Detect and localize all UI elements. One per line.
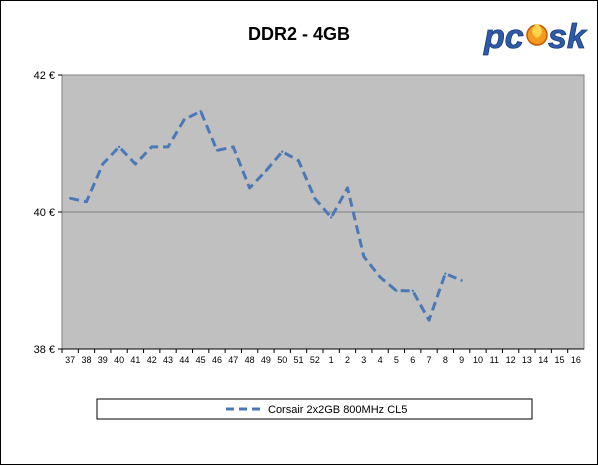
x-tick-label: 8 (443, 355, 448, 365)
x-tick-label: 38 (81, 355, 91, 365)
data-point (183, 118, 186, 121)
data-point (150, 145, 153, 149)
data-point (264, 169, 268, 173)
series-layer (68, 109, 463, 322)
data-point (444, 272, 447, 275)
x-tick-label: 5 (394, 355, 399, 365)
data-point (232, 145, 235, 149)
data-point (85, 200, 88, 203)
x-tick-label: 10 (473, 355, 483, 365)
x-tick-label: 44 (179, 355, 189, 365)
data-point (166, 145, 170, 149)
x-tick-label: 2 (345, 355, 350, 365)
x-tick-label: 41 (130, 355, 140, 365)
x-tick-label: 42 (147, 355, 157, 365)
x-tick-label: 16 (571, 355, 581, 365)
y-tick-label: 38 € (34, 344, 55, 356)
legend: Corsair 2x2GB 800MHz CL5 (96, 398, 533, 420)
x-tick-label: 12 (506, 355, 516, 365)
data-point (378, 275, 382, 279)
y-axis: 42 € 40 € 38 € (34, 70, 62, 356)
data-point (313, 197, 317, 200)
data-point (346, 186, 349, 190)
data-point (329, 216, 333, 219)
x-tick-label: 52 (310, 355, 320, 365)
x-tick-label: 9 (459, 355, 464, 365)
legend-box (96, 398, 533, 420)
data-point (427, 319, 431, 322)
data-point (215, 149, 219, 152)
x-tick-label: 49 (261, 355, 271, 365)
data-point (460, 279, 463, 282)
data-point (411, 289, 414, 292)
x-tick-label: 40 (114, 355, 124, 365)
pcask-logo: pc sk (483, 18, 589, 57)
x-tick-label: 7 (427, 355, 432, 365)
data-point (248, 186, 251, 190)
x-tick-label: 45 (196, 355, 206, 365)
svg-text:sk: sk (548, 18, 588, 56)
x-tick-label: 39 (98, 355, 108, 365)
data-point (101, 162, 104, 166)
legend-label-corsair: Corsair 2x2GB 800MHz CL5 (268, 404, 407, 416)
y-tick-label: 40 € (34, 207, 55, 219)
data-point (395, 289, 398, 292)
x-tick-label: 37 (65, 355, 75, 365)
data-point (297, 159, 300, 162)
x-tick-label: 43 (163, 355, 173, 365)
x-tick-label: 48 (245, 355, 255, 365)
x-tick-label: 14 (538, 355, 548, 365)
y-tick-label: 42 € (34, 70, 55, 82)
x-tick-label: 50 (277, 355, 287, 365)
x-tick-label: 15 (555, 355, 565, 365)
x-tick-label: 47 (228, 355, 238, 365)
data-point (68, 197, 72, 200)
svg-text:pc: pc (483, 18, 524, 56)
data-point (117, 145, 121, 149)
x-tick-label: 51 (294, 355, 304, 365)
x-tick-label: 11 (490, 355, 499, 365)
data-point (362, 255, 365, 258)
x-tick-label: 4 (378, 355, 383, 365)
data-point (199, 110, 202, 113)
x-tick-label: 46 (212, 355, 222, 365)
x-tick-label: 13 (522, 355, 532, 365)
data-point (281, 150, 284, 153)
x-tick-label: 6 (410, 355, 415, 365)
chart-title: DDR2 - 4GB (248, 24, 350, 44)
x-tick-label: 3 (361, 355, 366, 365)
x-tick-label: 1 (329, 355, 334, 365)
x-axis: 37 38 39 40 41 42 43 44 45 46 47 48 49 50 51 52 1 2 3 4 5 6 7 8… (61, 348, 584, 365)
data-point (134, 162, 137, 166)
